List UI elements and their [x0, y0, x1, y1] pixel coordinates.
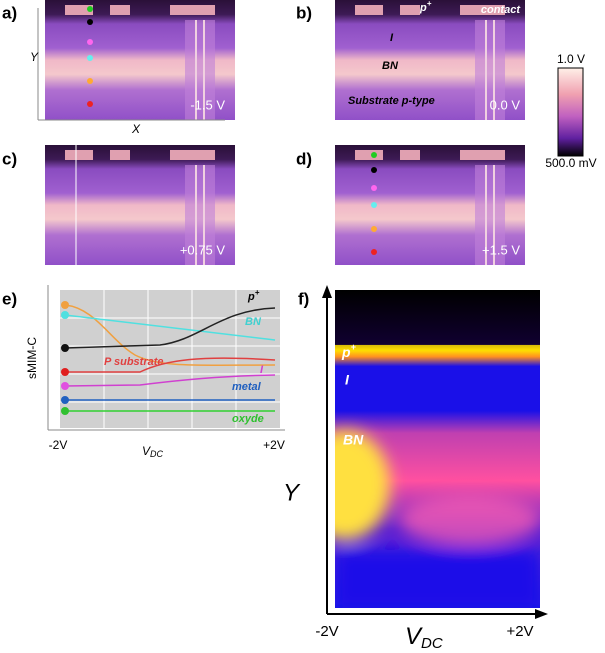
- axis-label: sMIM-C: [25, 337, 39, 379]
- colorbar-min: 500.0 mV: [545, 156, 596, 170]
- x-min: -2V: [315, 623, 338, 640]
- curve-label: I: [260, 364, 264, 376]
- curve-label: P substrate: [104, 356, 164, 368]
- voltage: +0.75 V: [180, 242, 226, 257]
- voltage: +1.5 V: [482, 242, 520, 257]
- voltage: -1.5 V: [190, 97, 225, 112]
- label-i: I: [390, 32, 394, 44]
- panel-label: b): [296, 3, 312, 22]
- axis-label: VDC: [142, 444, 164, 459]
- panel-label: f): [298, 289, 309, 308]
- x-max: +2V: [263, 438, 285, 452]
- curve-label: p+: [247, 288, 260, 303]
- panel-label: d): [296, 149, 312, 168]
- marker-dots: [87, 6, 93, 107]
- axis-label: Y: [30, 50, 39, 64]
- axis-label: VDC: [405, 623, 443, 652]
- heatmap: [335, 290, 540, 608]
- colorbar: [557, 67, 584, 157]
- curve-label: BN: [245, 316, 262, 328]
- curves: [64, 304, 276, 412]
- curve-label: oxyde: [232, 413, 264, 425]
- x-min: -2V: [49, 438, 68, 452]
- curve-label: metal: [232, 381, 262, 393]
- x-max: +2V: [506, 623, 533, 640]
- marker-dots: [371, 152, 377, 255]
- label-bn: BN: [343, 432, 364, 448]
- axis-label: Y: [283, 479, 301, 506]
- panel-label: c): [2, 149, 17, 168]
- colorbar-max: 1.0 V: [557, 52, 585, 66]
- label-substrate: Substrate p-type: [348, 95, 435, 107]
- axis-label: X: [131, 122, 141, 136]
- voltage: 0.0 V: [490, 97, 521, 112]
- label-bn: BN: [382, 60, 399, 72]
- panel-label: a): [2, 3, 17, 22]
- label-i: I: [345, 372, 350, 388]
- label-p: p+: [341, 342, 357, 359]
- label-contact: contact: [481, 4, 521, 16]
- panel-label: e): [2, 289, 17, 308]
- label-p: p+: [419, 0, 432, 14]
